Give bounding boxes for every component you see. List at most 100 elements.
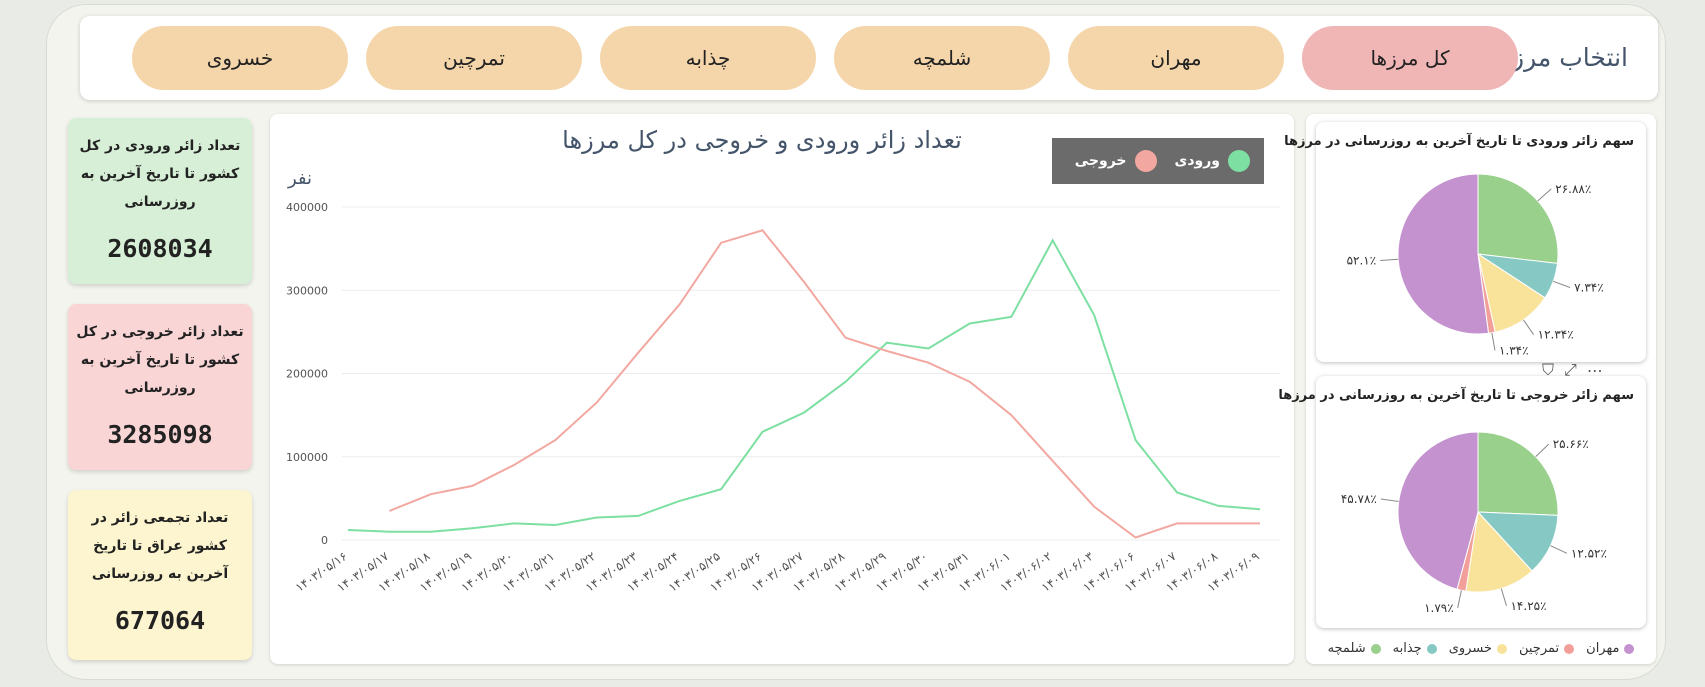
data-point[interactable]: [1091, 504, 1097, 510]
filter-option-tamarchin[interactable]: تمرچین: [366, 26, 582, 90]
data-point[interactable]: [842, 379, 848, 385]
data-point[interactable]: [1174, 490, 1180, 496]
data-point[interactable]: [1050, 237, 1056, 243]
data-point[interactable]: [842, 335, 848, 341]
kpi-title: تعداد تجمعی زائر در کشور عراق تا تاریخ آ…: [91, 510, 229, 582]
data-point[interactable]: [760, 227, 766, 233]
kpi-card-cumulative-in-iraq: تعداد تجمعی زائر در کشور عراق تا تاریخ آ…: [68, 490, 252, 660]
pie-legend-item[interactable]: چذابه: [1393, 641, 1437, 656]
pie-legend-item[interactable]: تمرچین: [1519, 641, 1575, 656]
data-point[interactable]: [884, 348, 890, 354]
data-point[interactable]: [635, 350, 641, 356]
data-point[interactable]: [386, 508, 392, 514]
data-point[interactable]: [1091, 312, 1097, 318]
data-point[interactable]: [967, 379, 973, 385]
data-point[interactable]: [594, 515, 600, 521]
leader-line: [1550, 545, 1568, 554]
pie-slice[interactable]: [1476, 511, 1559, 572]
kpi-title: تعداد زائر خروجی در کل کشور تا تاریخ آخر…: [76, 324, 244, 396]
pie-slice[interactable]: [1477, 252, 1546, 333]
data-point[interactable]: [552, 522, 558, 528]
leader-line: [1523, 319, 1535, 335]
y-tick-label: 200000: [286, 368, 328, 381]
exit-share-pie-card: سهم زائر خروجی تا تاریخ آخرین به روزرسان…: [1278, 376, 1646, 628]
data-point[interactable]: [635, 513, 641, 519]
data-point[interactable]: [925, 346, 931, 352]
data-point[interactable]: [428, 491, 434, 497]
entry-share-pie-card: سهم زائر ورودی تا تاریخ آخرین به روزرسان…: [1284, 122, 1646, 362]
filter-option-all-borders[interactable]: کل مرزها: [1302, 26, 1518, 90]
legend-exit-label: خروجی: [1074, 153, 1127, 169]
pie-data-label: ۱۲.۳۴٪: [1538, 328, 1574, 342]
pie-slice[interactable]: [1477, 431, 1559, 516]
border-filter-bar: انتخاب مرز: کل مرزها مهران شلمچه چذابه ت…: [80, 16, 1658, 100]
series-line-entry[interactable]: [347, 238, 1261, 533]
pie-slice[interactable]: [1465, 510, 1533, 593]
y-tick-label: 0: [321, 534, 328, 547]
data-point[interactable]: [469, 483, 475, 489]
pie-slice[interactable]: [1477, 173, 1559, 264]
pie-data-label: ۱۴.۲۵٪: [1510, 599, 1546, 613]
y-axis-unit: نفر: [288, 168, 313, 189]
legend-exit[interactable]: خروجی: [1075, 150, 1157, 172]
data-point[interactable]: [345, 527, 351, 533]
y-tick-label: 400000: [286, 201, 328, 214]
data-point[interactable]: [1216, 503, 1222, 509]
filter-option-shalamcheh[interactable]: شلمچه: [834, 26, 1050, 90]
pie-data-label: ۱.۳۴٪: [1499, 344, 1529, 358]
pie-legend-item[interactable]: مهران: [1586, 641, 1635, 656]
data-point[interactable]: [1133, 437, 1139, 443]
pie-legend-item[interactable]: خسروی: [1449, 641, 1507, 656]
data-point[interactable]: [1050, 458, 1056, 464]
data-point[interactable]: [1174, 520, 1180, 526]
pie-legend-swatch: [1564, 643, 1575, 654]
pie-legend-label: خسروی: [1448, 641, 1492, 656]
data-point[interactable]: [677, 498, 683, 504]
data-point[interactable]: [801, 410, 807, 416]
pie-slice[interactable]: [1397, 173, 1490, 335]
data-point[interactable]: [1257, 506, 1263, 512]
pie-legend: مهران تمرچین خسروی چذابه شلمچه: [1316, 641, 1646, 656]
filter-option-khosravi[interactable]: خسروی: [132, 26, 348, 90]
series-line-exit[interactable]: [389, 229, 1261, 539]
data-point[interactable]: [386, 529, 392, 535]
data-point[interactable]: [511, 462, 517, 468]
leader-line: [1491, 332, 1496, 351]
focus-mode-icon[interactable]: ⤢: [1564, 360, 1577, 379]
data-point[interactable]: [677, 301, 683, 307]
kpi-card-total-exit: تعداد زائر خروجی در کل کشور تا تاریخ آخر…: [68, 304, 252, 470]
data-point[interactable]: [718, 486, 724, 492]
legend-entry[interactable]: ورودی: [1175, 150, 1250, 172]
data-point[interactable]: [428, 529, 434, 535]
data-point[interactable]: [967, 321, 973, 327]
chart-legend: ورودی خروجی: [1052, 138, 1264, 184]
data-point[interactable]: [1008, 314, 1014, 320]
data-point[interactable]: [552, 437, 558, 443]
pie-legend-label: شلمچه: [1327, 641, 1366, 656]
data-point[interactable]: [1133, 535, 1139, 541]
data-point[interactable]: [1216, 520, 1222, 526]
filter-option-mehran[interactable]: مهران: [1068, 26, 1284, 90]
pie-legend-swatch: [1624, 643, 1635, 654]
entry-share-pie: ۲۶.۸۸٪ ۷.۳۴٪ ۱۲.۳۴٪ ۱.۳۴٪ ۵۲.۱٪: [1347, 173, 1604, 358]
pie-data-label: ۱.۷۹٪: [1424, 601, 1454, 615]
pie-slice[interactable]: [1397, 431, 1479, 590]
data-point[interactable]: [1008, 412, 1014, 418]
data-point[interactable]: [511, 520, 517, 526]
data-point[interactable]: [718, 240, 724, 246]
data-point[interactable]: [469, 525, 475, 531]
pie-legend-swatch: [1370, 643, 1381, 654]
pie-legend-item[interactable]: شلمچه: [1328, 641, 1381, 656]
more-options-icon[interactable]: ⋯: [1586, 360, 1603, 380]
data-point[interactable]: [801, 279, 807, 285]
filter-icon[interactable]: ⛉: [1542, 360, 1555, 379]
data-point[interactable]: [760, 429, 766, 435]
data-point[interactable]: [884, 340, 890, 346]
filter-option-chazabeh[interactable]: چذابه: [600, 26, 816, 90]
data-point[interactable]: [925, 360, 931, 366]
data-point[interactable]: [1257, 520, 1263, 526]
pie-data-label: ۱۲.۵۲٪: [1571, 546, 1607, 560]
data-point[interactable]: [594, 400, 600, 406]
pie-charts-panel: سهم زائر ورودی تا تاریخ آخرین به روزرسان…: [1278, 114, 1656, 664]
pie-title: سهم زائر ورودی تا تاریخ آخرین به روزرسان…: [1284, 134, 1634, 149]
